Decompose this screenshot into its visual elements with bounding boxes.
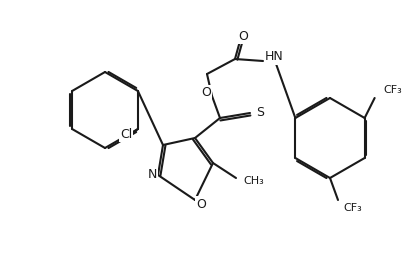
Text: Cl: Cl: [120, 128, 132, 140]
Text: HN: HN: [265, 51, 284, 64]
Text: O: O: [238, 29, 248, 42]
Text: CF₃: CF₃: [383, 85, 402, 95]
Text: CF₃: CF₃: [344, 203, 362, 213]
Text: N: N: [147, 168, 157, 182]
Text: S: S: [256, 106, 264, 119]
Text: O: O: [196, 198, 206, 211]
Text: O: O: [201, 87, 211, 100]
Text: CH₃: CH₃: [243, 176, 264, 186]
